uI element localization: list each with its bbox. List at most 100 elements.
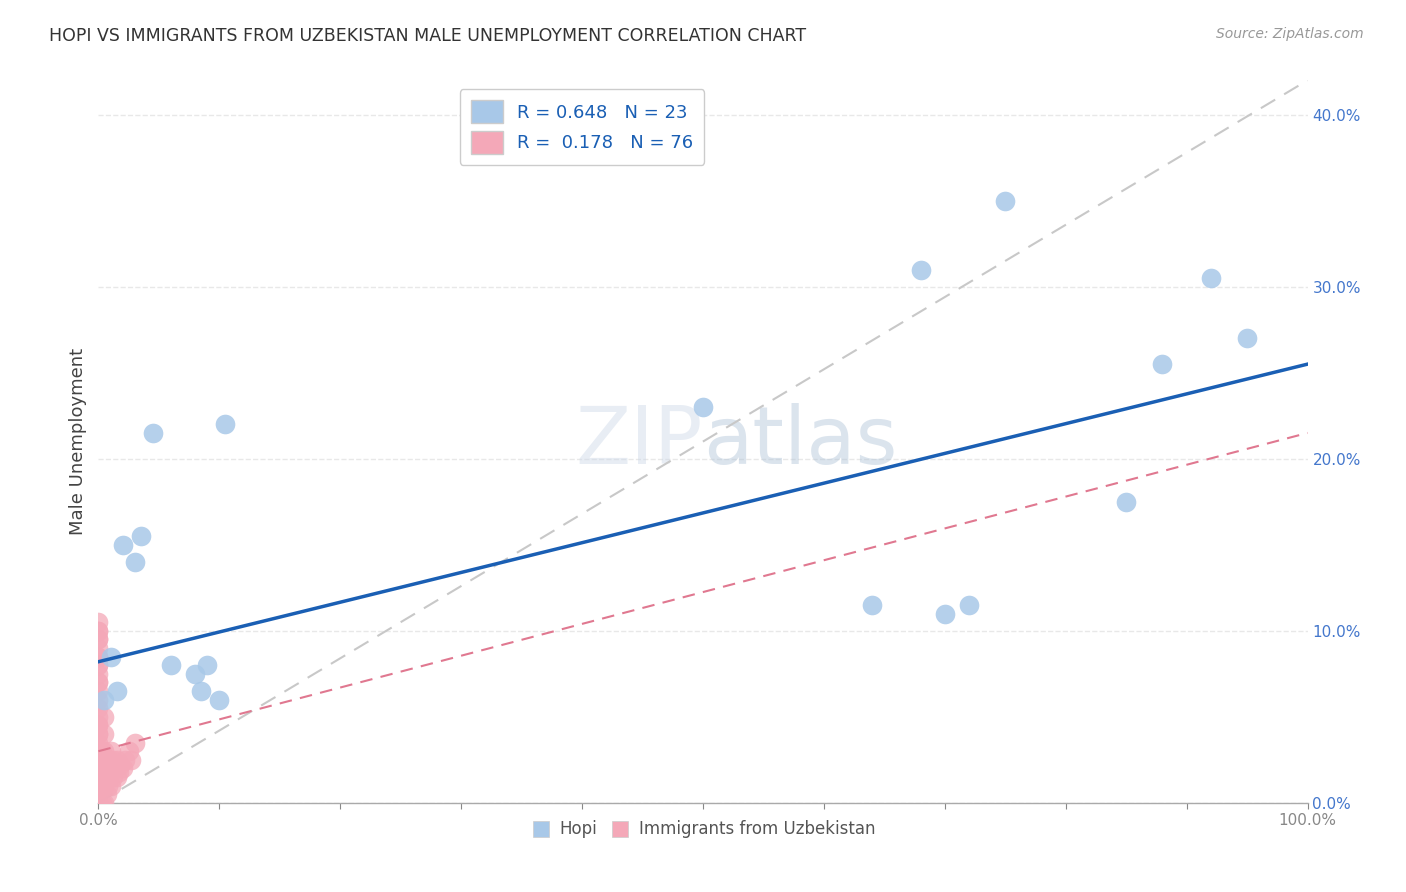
Point bbox=[100, 744, 122, 758]
Point bbox=[87, 718, 110, 732]
Point bbox=[96, 753, 118, 767]
Point bbox=[957, 598, 980, 612]
Point bbox=[87, 796, 110, 810]
Point bbox=[108, 758, 131, 772]
Point bbox=[87, 744, 110, 758]
Point bbox=[87, 684, 110, 698]
Point bbox=[160, 658, 183, 673]
Point bbox=[87, 753, 110, 767]
Point bbox=[87, 796, 110, 810]
Point bbox=[97, 779, 120, 793]
Point bbox=[93, 779, 115, 793]
Point bbox=[87, 727, 110, 741]
Point bbox=[87, 796, 110, 810]
Text: atlas: atlas bbox=[703, 402, 897, 481]
Point bbox=[98, 770, 121, 784]
Point bbox=[124, 735, 146, 749]
Point bbox=[91, 744, 114, 758]
Point bbox=[87, 796, 110, 810]
Point bbox=[87, 649, 110, 664]
Point bbox=[87, 632, 110, 647]
Point bbox=[87, 658, 110, 673]
Point bbox=[93, 761, 115, 775]
Point bbox=[214, 417, 236, 432]
Point bbox=[1199, 271, 1222, 285]
Point bbox=[96, 770, 118, 784]
Point bbox=[692, 400, 714, 414]
Point bbox=[1115, 494, 1137, 508]
Point bbox=[87, 615, 110, 630]
Point bbox=[87, 796, 110, 810]
Point bbox=[100, 649, 122, 664]
Point bbox=[87, 640, 110, 655]
Point bbox=[91, 761, 114, 775]
Point bbox=[93, 744, 115, 758]
Point bbox=[96, 787, 118, 801]
Point bbox=[91, 796, 114, 810]
Point bbox=[93, 727, 115, 741]
Point bbox=[87, 701, 110, 715]
Point bbox=[105, 753, 128, 767]
Point bbox=[87, 770, 110, 784]
Point bbox=[87, 624, 110, 638]
Text: HOPI VS IMMIGRANTS FROM UZBEKISTAN MALE UNEMPLOYMENT CORRELATION CHART: HOPI VS IMMIGRANTS FROM UZBEKISTAN MALE … bbox=[49, 27, 806, 45]
Point bbox=[860, 598, 883, 612]
Point bbox=[124, 555, 146, 569]
Point bbox=[103, 761, 125, 775]
Point bbox=[87, 796, 110, 810]
Point bbox=[111, 761, 134, 775]
Point bbox=[994, 194, 1017, 208]
Point bbox=[97, 761, 120, 775]
Point bbox=[118, 744, 141, 758]
Point bbox=[142, 425, 165, 440]
Point bbox=[87, 692, 110, 706]
Point bbox=[87, 796, 110, 810]
Point bbox=[87, 666, 110, 681]
Point bbox=[105, 684, 128, 698]
Point bbox=[87, 761, 110, 775]
Text: Source: ZipAtlas.com: Source: ZipAtlas.com bbox=[1216, 27, 1364, 41]
Point bbox=[195, 658, 218, 673]
Point bbox=[87, 796, 110, 810]
Point bbox=[105, 770, 128, 784]
Point bbox=[87, 753, 110, 767]
Point bbox=[129, 529, 152, 543]
Point bbox=[101, 753, 124, 767]
Point bbox=[87, 761, 110, 775]
Point bbox=[87, 649, 110, 664]
Point bbox=[87, 779, 110, 793]
Point bbox=[87, 658, 110, 673]
Point bbox=[93, 710, 115, 724]
Point bbox=[87, 718, 110, 732]
Point bbox=[910, 262, 932, 277]
Point bbox=[114, 753, 136, 767]
Point bbox=[1152, 357, 1174, 371]
Point bbox=[108, 764, 131, 779]
Text: ZIP: ZIP bbox=[575, 402, 703, 481]
Point bbox=[100, 761, 122, 775]
Point bbox=[98, 753, 121, 767]
Point bbox=[87, 761, 110, 775]
Point bbox=[934, 607, 956, 621]
Point bbox=[100, 779, 122, 793]
Point bbox=[120, 753, 142, 767]
Point bbox=[91, 779, 114, 793]
Point bbox=[87, 796, 110, 810]
Point bbox=[190, 684, 212, 698]
Point bbox=[87, 735, 110, 749]
Point bbox=[87, 675, 110, 690]
Point bbox=[87, 727, 110, 741]
Point bbox=[87, 796, 110, 810]
Point bbox=[87, 710, 110, 724]
Point bbox=[87, 675, 110, 690]
Point bbox=[111, 538, 134, 552]
Point bbox=[87, 779, 110, 793]
Point bbox=[1236, 331, 1258, 345]
Point bbox=[87, 632, 110, 647]
Point bbox=[93, 692, 115, 706]
Point bbox=[87, 779, 110, 793]
Point bbox=[87, 796, 110, 810]
Legend: Hopi, Immigrants from Uzbekistan: Hopi, Immigrants from Uzbekistan bbox=[524, 814, 882, 845]
Point bbox=[101, 770, 124, 784]
Point bbox=[87, 744, 110, 758]
